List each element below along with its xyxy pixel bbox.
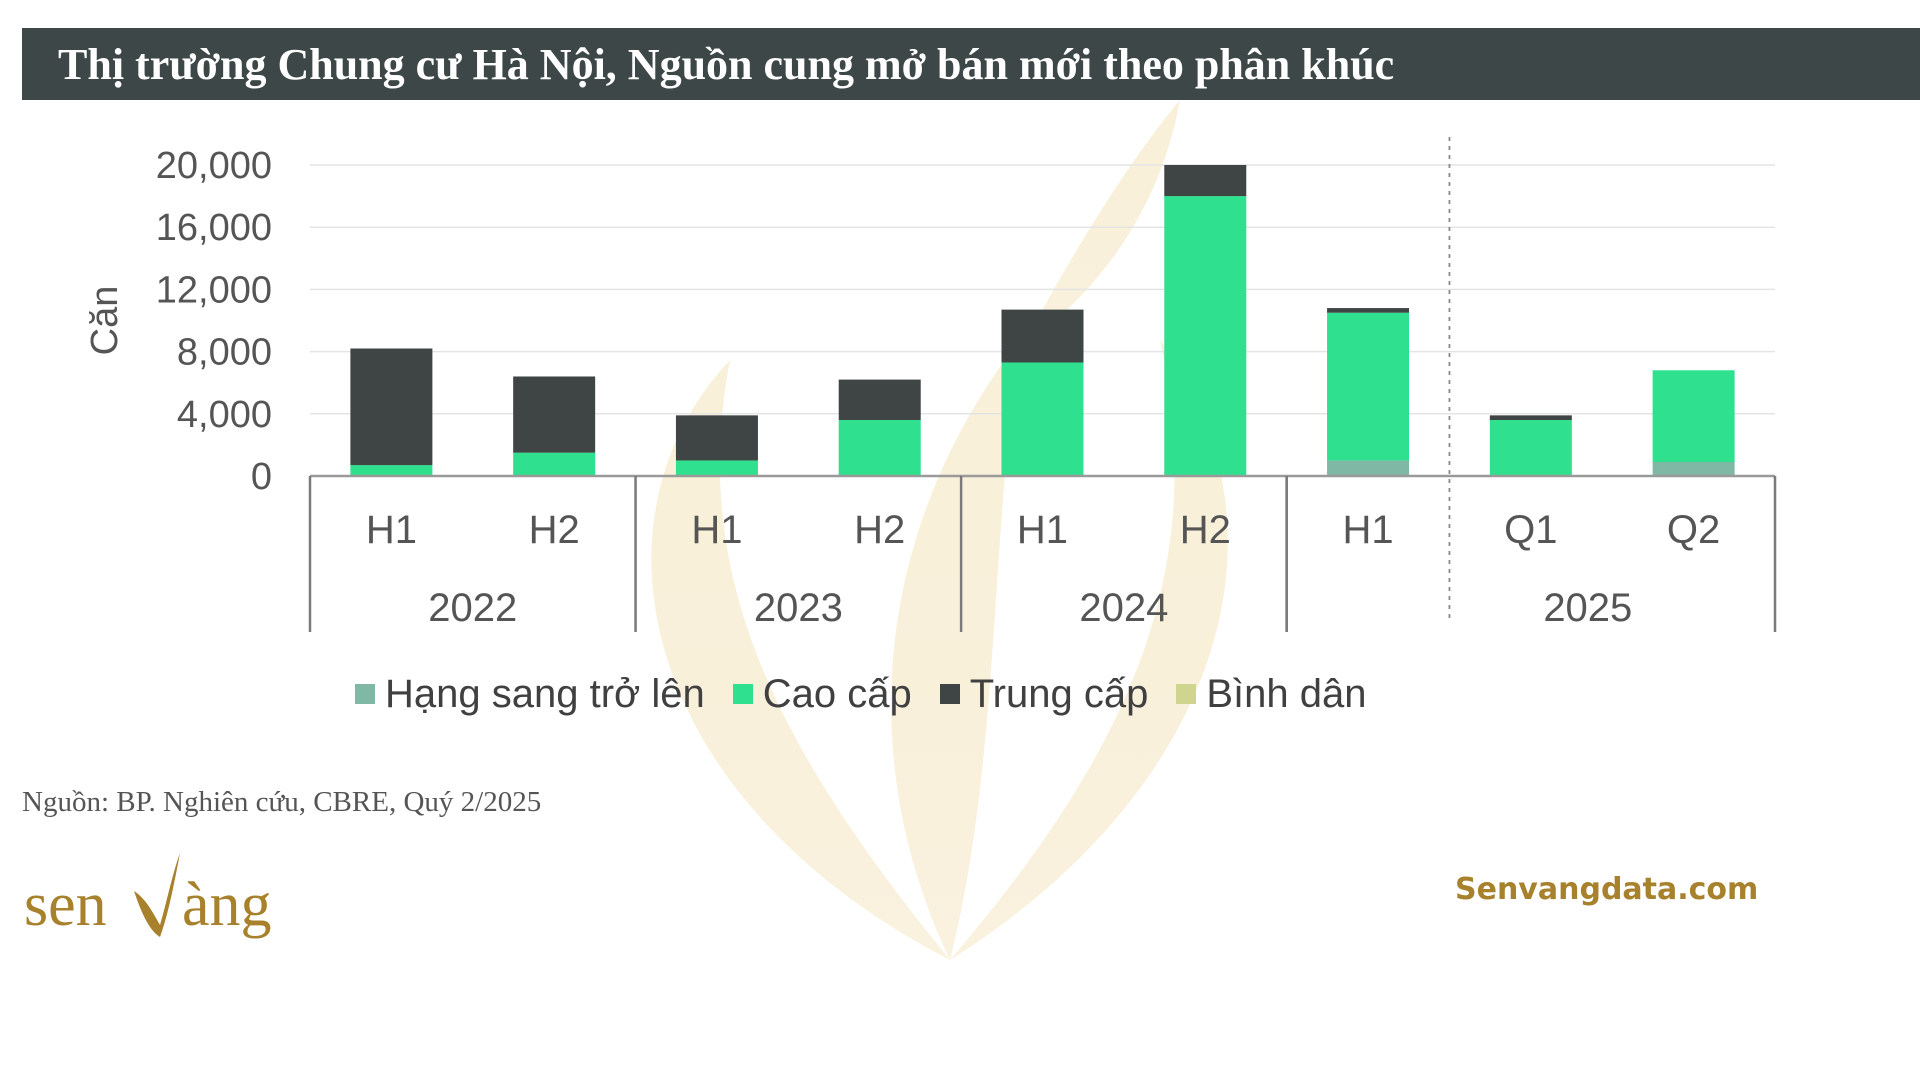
y-axis-title: Căn: [84, 286, 126, 356]
bar-segment-cao-cấp: [675, 460, 758, 476]
legend-item: Hạng sang trở lên: [355, 672, 705, 717]
bar-segment-hạng-sang-trở-lên: [1652, 462, 1735, 476]
y-tick-label: 20,000: [156, 145, 272, 187]
legend-item: Trung cấp: [939, 671, 1149, 717]
legend-label: Cao cấp: [762, 671, 912, 716]
legend-swatch: [939, 684, 960, 704]
legend-label: Hạng sang trở lên: [385, 671, 705, 716]
y-tick-label: 16,000: [156, 207, 272, 249]
bar-segment-trung-cấp: [838, 379, 921, 421]
bar-segment-trung-cấp: [1327, 308, 1410, 313]
legend-swatch: [732, 684, 753, 704]
bar-segment-cao-cấp: [1327, 312, 1410, 461]
bar-segment-cao-cấp: [513, 452, 596, 476]
legend-label: Trung cấp: [969, 671, 1149, 716]
x-tick-label: H1: [691, 508, 742, 552]
bar-segment-trung-cấp: [675, 415, 758, 461]
y-tick-label: 12,000: [156, 269, 272, 311]
bar-segment-trung-cấp: [350, 348, 433, 466]
lotus-watermark-icon: [651, 100, 1228, 960]
legend-item: Bình dân: [1176, 671, 1367, 717]
bar-segment-trung-cấp: [513, 376, 596, 453]
legend-label: Bình dân: [1206, 671, 1367, 716]
legend-swatch: [1176, 684, 1197, 704]
senvang-logo-icon: sen àng: [24, 853, 272, 939]
y-tick-label: 8,000: [177, 332, 272, 374]
x-tick-label: H1: [366, 508, 417, 552]
x-tick-label: H2: [854, 508, 905, 552]
chart-title: Thị trường Chung cư Hà Nội, Nguồn cung m…: [58, 39, 1395, 89]
bar-segment-cao-cấp: [838, 420, 921, 476]
legend-item: Cao cấp: [732, 671, 912, 717]
y-tick-label: 0: [251, 456, 272, 498]
svg-text:àng: àng: [182, 871, 272, 939]
bar-segment-cao-cấp: [350, 465, 433, 476]
chart-legend: Hạng sang trở lên Cao cấp Trung cấp Bình dâ…: [355, 664, 1367, 724]
x-tick-label: H2: [1180, 508, 1231, 552]
bar-segment-trung-cấp: [1001, 309, 1084, 363]
website-link[interactable]: Senvangdata.com: [1455, 872, 1759, 907]
x-group-label: 2024: [1079, 586, 1168, 630]
bar-segment-cao-cấp: [1001, 362, 1084, 476]
x-tick-label: H1: [1342, 508, 1393, 552]
x-tick-label: Q2: [1667, 508, 1720, 552]
source-note: Nguồn: BP. Nghiên cứu, CBRE, Quý 2/2025: [22, 786, 542, 818]
chart-title-bar: Thị trường Chung cư Hà Nội, Nguồn cung m…: [22, 28, 1920, 100]
legend-swatch: [355, 684, 375, 704]
x-group-label: 2022: [428, 586, 517, 630]
svg-text:sen: sen: [24, 871, 107, 939]
bar-segment-cao-cấp: [1489, 420, 1572, 476]
bar-segment-trung-cấp: [1164, 165, 1247, 197]
y-tick-label: 4,000: [177, 394, 272, 436]
x-tick-label: Q1: [1504, 508, 1557, 552]
bar-segment-trung-cấp: [1489, 415, 1572, 421]
bar-segment-cao-cấp: [1164, 196, 1247, 476]
x-group-label: 2023: [754, 586, 843, 630]
bar-segment-cao-cấp: [1652, 370, 1735, 463]
bar-segment-hạng-sang-trở-lên: [1327, 460, 1410, 476]
x-tick-label: H1: [1017, 508, 1068, 552]
x-tick-label: H2: [529, 508, 580, 552]
x-group-label: 2025: [1543, 586, 1632, 630]
